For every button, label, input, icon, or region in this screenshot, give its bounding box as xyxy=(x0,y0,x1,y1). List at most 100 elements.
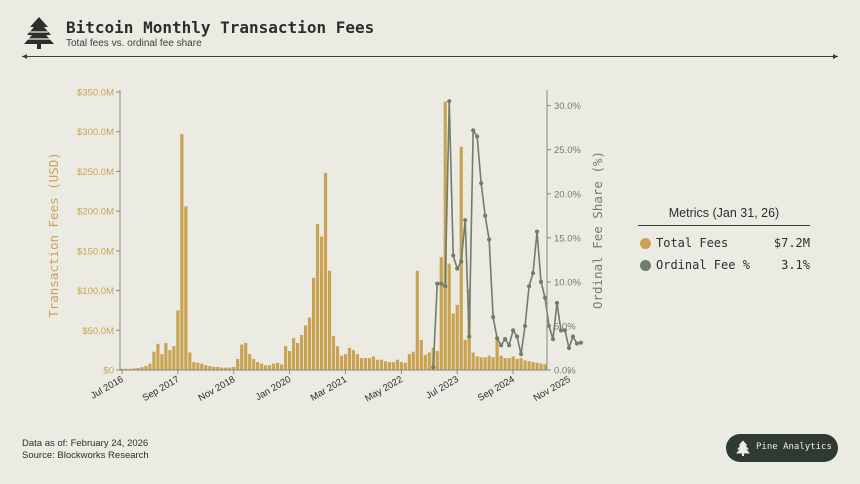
fee-bar xyxy=(407,354,411,370)
x-tick-label: Sep 2017 xyxy=(141,374,182,404)
fee-bar xyxy=(343,354,348,370)
fee-bar xyxy=(463,339,467,370)
ordinal-share-point xyxy=(550,337,556,342)
fee-bar xyxy=(232,366,236,370)
fee-bar xyxy=(399,362,403,370)
metric-label: Ordinal Fee % xyxy=(656,258,750,272)
ordinal-share-point xyxy=(526,284,532,289)
fee-bar xyxy=(260,363,264,370)
ordinal-share-point xyxy=(483,213,488,218)
fee-bar xyxy=(303,325,308,370)
y2-tick-label: 25.0% xyxy=(554,145,581,156)
fee-bar xyxy=(427,352,431,370)
ordinal-share-point xyxy=(431,365,436,370)
fee-bar xyxy=(120,368,124,370)
ordinal-share-point xyxy=(459,259,464,264)
ordinal-share-point xyxy=(518,352,524,357)
pine-tree-icon xyxy=(736,440,750,456)
ordinal-share-point xyxy=(562,328,568,333)
fee-bar xyxy=(188,352,192,370)
fee-bar xyxy=(288,350,292,370)
ordinal-share-point xyxy=(435,281,440,286)
ordinal-share-point xyxy=(522,323,528,329)
fee-bar xyxy=(479,357,483,370)
line-series xyxy=(431,99,584,370)
y2-tick-label: 0.0% xyxy=(554,366,576,377)
bar-series xyxy=(120,101,547,370)
ordinal-share-point xyxy=(455,266,460,271)
metrics-title: Metrics (Jan 31, 26) xyxy=(668,206,780,220)
fee-bar xyxy=(347,347,352,370)
fee-bar xyxy=(527,361,531,370)
ordinal-share-point xyxy=(451,253,456,258)
ordinal-share-point xyxy=(538,279,544,284)
fee-bar xyxy=(515,358,519,370)
fee-bar xyxy=(363,358,368,370)
y-tick-label: $300.0M xyxy=(77,127,114,138)
fee-bar xyxy=(299,335,304,370)
fee-bar xyxy=(220,367,224,370)
metric-total-fees: Total Fees $7.2M xyxy=(638,235,810,257)
fee-bar xyxy=(331,335,336,370)
pine-tree-icon xyxy=(24,17,54,49)
fee-bar xyxy=(475,356,479,370)
x-tick-label: May 2022 xyxy=(363,374,405,404)
metric-value: $7.2M xyxy=(773,236,810,250)
fee-bar xyxy=(367,358,372,370)
fee-bar xyxy=(200,363,204,370)
fee-bar xyxy=(487,355,491,370)
fee-bar xyxy=(248,354,252,370)
rule-cap-icon xyxy=(833,54,838,59)
x-tick-label: Jul 2016 xyxy=(89,374,126,401)
footer: Data as of: February 24, 2026 Source: Bl… xyxy=(22,438,149,462)
fee-bar xyxy=(292,338,296,370)
y2-tick-label: 15.0% xyxy=(554,233,581,244)
fee-bar xyxy=(375,359,379,370)
x-tick-label: Nov 2025 xyxy=(532,374,573,404)
fee-bar xyxy=(439,257,443,370)
fee-bar xyxy=(276,362,280,370)
fee-bar xyxy=(383,361,387,370)
fee-bar xyxy=(124,368,128,370)
metric-value: 3.1% xyxy=(781,258,810,272)
fee-bar xyxy=(256,362,260,370)
ordinal-share-point xyxy=(475,134,480,139)
fee-bar xyxy=(180,134,184,370)
metrics-panel: Metrics (Jan 31, 26) Total Fees $7.2M Or… xyxy=(638,206,810,279)
fee-bar xyxy=(387,362,391,370)
fee-bar xyxy=(447,263,451,370)
metrics-rule xyxy=(638,225,810,226)
fee-bar xyxy=(319,236,324,370)
y-tick-label: $0 xyxy=(103,366,114,377)
ordinal-share-point xyxy=(506,343,512,348)
fee-bar xyxy=(148,363,152,370)
fee-bar xyxy=(208,366,212,370)
fee-bar xyxy=(224,367,228,370)
ordinal-share-point xyxy=(491,315,496,320)
fee-bar xyxy=(252,358,256,370)
ordinal-share-point xyxy=(467,334,472,339)
fee-bar xyxy=(268,365,272,370)
page-title: Bitcoin Monthly Transaction Fees xyxy=(66,18,375,37)
fee-bar xyxy=(216,366,220,370)
ordinal-share-point xyxy=(443,284,448,289)
ordinal-share-point xyxy=(570,334,576,339)
ordinal-share-point xyxy=(534,229,540,234)
ordinal-share-point xyxy=(447,99,452,104)
badge-label: Pine Analytics xyxy=(756,442,832,452)
x-tick-label: Sep 2024 xyxy=(476,374,517,404)
fee-bar xyxy=(507,358,511,370)
x-tick-label: Nov 2018 xyxy=(197,374,238,404)
fee-bar xyxy=(315,223,320,370)
ordinal-share-point xyxy=(558,328,564,333)
ordinal-share-point xyxy=(566,345,572,351)
ordinal-share-point xyxy=(542,295,548,300)
fee-bar xyxy=(391,362,395,370)
fee-bar xyxy=(311,277,316,370)
metric-dot xyxy=(640,238,651,249)
y2-tick-label: 20.0% xyxy=(554,189,581,200)
y-tick-label: $200.0M xyxy=(77,207,114,218)
fee-bar xyxy=(176,310,180,370)
fee-bar xyxy=(152,351,156,370)
